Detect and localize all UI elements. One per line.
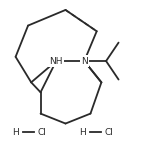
Text: N: N bbox=[81, 57, 88, 66]
Text: H: H bbox=[79, 128, 86, 137]
Text: NH: NH bbox=[49, 57, 63, 66]
Text: H: H bbox=[12, 128, 19, 137]
Text: Cl: Cl bbox=[105, 128, 114, 137]
Text: Cl: Cl bbox=[38, 128, 46, 137]
